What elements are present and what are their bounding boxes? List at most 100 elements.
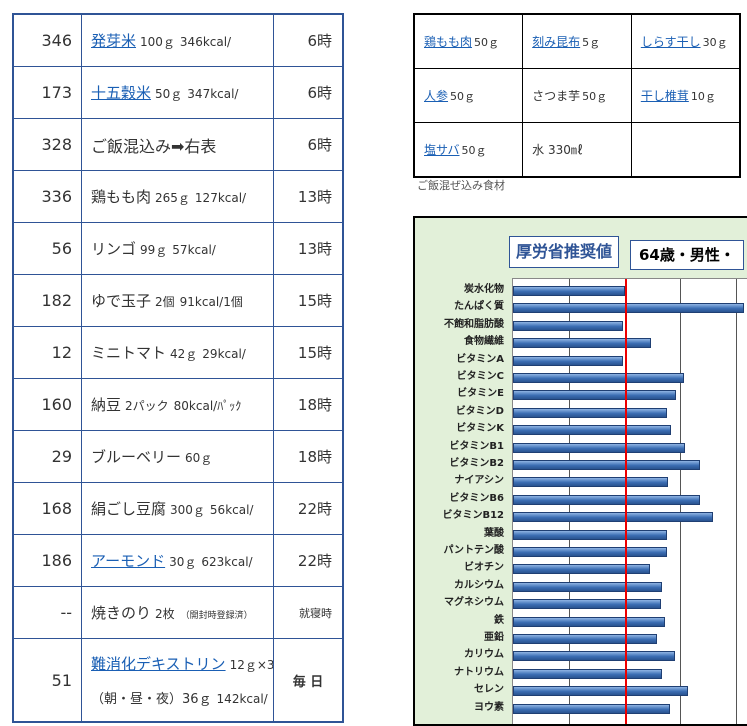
bar — [513, 529, 667, 540]
bar — [513, 460, 701, 470]
meal-food: 納豆 2パック 80kcal/ﾊﾟｯｸ — [81, 378, 274, 431]
meal-time: 6時 — [273, 13, 344, 67]
bar — [513, 286, 625, 296]
food-amount: 42ｇ — [170, 347, 198, 361]
category-label: カリウム — [464, 649, 504, 661]
meal-kcal: 160 — [12, 378, 82, 431]
meal-time: 22時 — [273, 482, 344, 535]
food-name: 焼きのり — [91, 604, 152, 622]
food-amount: 99ｇ — [140, 243, 168, 257]
ingredient-name: さつま芋 — [532, 89, 581, 103]
rice-cell: 刻み昆布 5ｇ — [522, 13, 632, 69]
meal-row: 328 ご飯混込み➡右表 6時 — [12, 118, 344, 171]
food-link[interactable]: 発芽米 — [91, 32, 137, 50]
food-kcal-info: 56kcal/ — [209, 503, 254, 517]
plot-area — [512, 278, 747, 724]
food-name: 納豆 — [91, 396, 122, 414]
category-label: カルシウム — [454, 579, 504, 591]
category-label: ビタミンB12 — [442, 510, 504, 522]
bar — [513, 390, 676, 401]
food-amount: 100ｇ — [140, 35, 175, 49]
ingredient-amount: 10ｇ — [690, 90, 716, 103]
rice-caption: ご飯混ぜ込み食材 — [417, 179, 505, 192]
ingredient-link[interactable]: 塩サバ — [424, 143, 460, 157]
bar — [513, 599, 662, 610]
meal-time: 就寝時 — [273, 586, 344, 639]
category-label: ビタミンB6 — [449, 492, 504, 504]
food-kcal-info: 91kcal/1個 — [179, 295, 243, 309]
rice-cell: 干し椎茸 10ｇ — [630, 68, 741, 123]
category-label: 亜鉛 — [484, 632, 504, 643]
category-label: ビタミンD — [455, 405, 504, 417]
meal-food: 発芽米 100ｇ 346kcal/ — [81, 13, 274, 67]
meal-food: ご飯混込み➡右表 — [81, 118, 274, 171]
meal-kcal: 186 — [12, 534, 82, 587]
meal-kcal: 328 — [12, 118, 82, 171]
food-kcal-info: 29kcal/ — [202, 347, 246, 361]
food-link[interactable]: 難消化デキストリン — [91, 655, 226, 673]
ingredient-link[interactable]: 人参 — [424, 89, 449, 103]
rice-cell: 鶏もも肉 50ｇ — [413, 13, 524, 69]
meal-food: ブルーベリー 60ｇ — [81, 430, 274, 483]
category-label: ビタミンB2 — [449, 458, 504, 469]
category-label: ビオチン — [464, 562, 504, 574]
category-label: たんぱく質 — [454, 301, 504, 313]
ingredient-link[interactable]: 鶏もも肉 — [424, 35, 473, 49]
rice-row: 塩サバ 50ｇ 水 330㎖ — [413, 122, 741, 178]
rice-cell — [630, 122, 741, 178]
meal-row: 336 鶏もも肉 265ｇ 127kcal/13時 — [12, 170, 344, 223]
bar — [513, 634, 657, 644]
rice-cell: 水 330㎖ — [522, 122, 632, 178]
meal-kcal: 29 — [12, 430, 82, 483]
bar — [513, 564, 651, 575]
bar — [513, 686, 689, 697]
food-name: ブルーベリー — [91, 448, 182, 466]
nutrient-chart: 厚労省推奨値 64歳・男性・ 炭水化物 たんぱく質 不飽和脂肪酸 食物繊維 ビタミンA ビ… — [413, 216, 747, 726]
food-kcal-info: 142kcal/ — [216, 692, 268, 706]
category-label: 鉄 — [494, 614, 504, 626]
food-name: ゆで玉子 — [91, 292, 152, 310]
bar — [513, 668, 663, 679]
rice-row: 人参 50ｇ さつま芋 50ｇ 干し椎茸 10ｇ — [413, 68, 741, 123]
ingredient-link[interactable]: 刻み昆布 — [532, 35, 581, 49]
meal-time: 22時 — [273, 534, 344, 587]
category-label: 不飽和脂肪酸 — [444, 318, 504, 330]
ingredient-amount: 50ｇ — [450, 90, 476, 103]
chart-title: 厚労省推奨値 — [509, 236, 620, 268]
meal-row: 12 ミニトマト 42ｇ 29kcal/15時 — [12, 326, 344, 379]
ingredient-link[interactable]: しらす干し — [640, 35, 701, 49]
meal-food: ミニトマト 42ｇ 29kcal/ — [81, 326, 274, 379]
meal-row: 186 アーモンド 30ｇ 623kcal/22時 — [12, 534, 344, 587]
bar — [513, 616, 665, 627]
food-kcal-info: 346kcal/ — [179, 35, 232, 49]
bar — [513, 303, 744, 314]
bar — [513, 425, 672, 436]
meal-row: 182 ゆで玉子 2個 91kcal/1個 15時 — [12, 274, 344, 327]
bar — [513, 338, 652, 349]
ingredient-link[interactable]: 干し椎茸 — [640, 89, 689, 103]
meal-kcal: 346 — [12, 13, 82, 67]
meal-time: 15時 — [273, 326, 344, 379]
food-link[interactable]: 十五穀米 — [91, 84, 152, 102]
bar — [513, 494, 701, 505]
meal-food: 絹ごし豆腐 300ｇ 56kcal/ — [81, 482, 274, 535]
bar — [513, 320, 624, 331]
rice-cell: さつま芋 50ｇ — [522, 68, 632, 123]
meal-kcal: 336 — [12, 170, 82, 223]
category-label: セレン — [474, 684, 504, 696]
category-label: ナイアシン — [454, 475, 504, 487]
food-amount: 300ｇ — [170, 503, 205, 517]
gridline — [736, 279, 737, 724]
bar — [513, 703, 671, 714]
meal-food: 焼きのり 2枚 （開封時登録済） — [81, 586, 274, 639]
meal-food: アーモンド 30ｇ 623kcal/ — [81, 534, 274, 587]
ingredient-amount: 50ｇ — [461, 144, 487, 157]
food-amount: 60ｇ — [185, 451, 213, 465]
ingredient-amount: 50ｇ — [474, 36, 500, 49]
food-link[interactable]: アーモンド — [91, 552, 166, 570]
rice-row: 鶏もも肉 50ｇ 刻み昆布 5ｇ しらす干し 30ｇ — [413, 13, 741, 69]
meal-row: 346 発芽米 100ｇ 346kcal/6時 — [12, 13, 344, 67]
food-amount: 2パック — [125, 399, 169, 413]
food-kcal-info: 57kcal/ — [172, 243, 216, 257]
